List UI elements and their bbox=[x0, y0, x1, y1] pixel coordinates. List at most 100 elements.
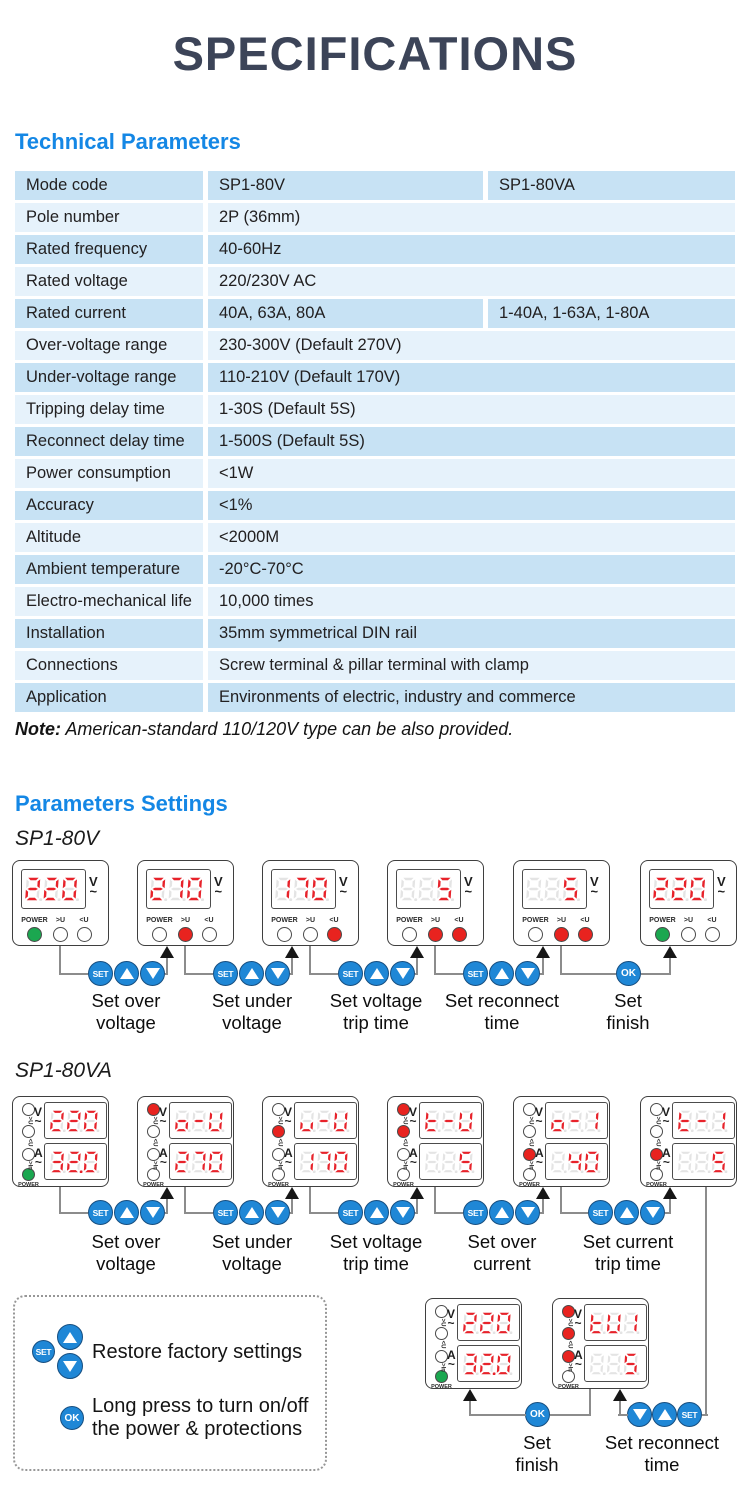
table-row: Pole number 2P (36mm) bbox=[15, 203, 735, 232]
indicator-label: >U bbox=[527, 1116, 533, 1125]
spec-label-cell: Installation bbox=[15, 619, 203, 648]
note-text: American-standard 110/120V type can be a… bbox=[61, 719, 514, 739]
indicator-label: <U bbox=[204, 917, 214, 924]
indicator-label: >In bbox=[439, 1363, 445, 1372]
unit-amp-symbol: A bbox=[447, 1348, 456, 1362]
voltage-display bbox=[419, 1102, 482, 1139]
down-arrow-button bbox=[140, 961, 165, 986]
wire bbox=[434, 973, 463, 975]
under-voltage-led bbox=[272, 1125, 285, 1138]
spec-label-cell: Under-voltage range bbox=[15, 363, 203, 392]
ac-tilde: ~ bbox=[339, 884, 348, 899]
table-row: Rated current 40A, 63A, 80A 1-40A, 1-63A, … bbox=[15, 299, 735, 328]
voltage-display bbox=[169, 1102, 232, 1139]
wire bbox=[184, 973, 213, 975]
unit-amp-symbol: A bbox=[34, 1146, 43, 1160]
indicator-label: <U bbox=[580, 917, 590, 924]
indicator-label: >U bbox=[683, 917, 694, 924]
indicator-label: >U bbox=[654, 1116, 660, 1125]
device-sp1-80va-step5: >U <U >In POWER V ~ A ~ bbox=[513, 1096, 610, 1188]
spec-value-cell: <2000M bbox=[208, 523, 735, 552]
over-voltage-led bbox=[428, 927, 443, 942]
spec-value2-cell: SP1-80VA bbox=[488, 171, 735, 200]
table-row: Electro-mechanical life 10,000 times bbox=[15, 587, 735, 616]
wire bbox=[59, 973, 88, 975]
set-button: SET bbox=[88, 961, 113, 986]
voltage-display bbox=[396, 869, 461, 909]
ac-tilde: ~ bbox=[34, 1155, 42, 1169]
spec-label-cell: Rated current bbox=[15, 299, 203, 328]
unit-volt: V ~ bbox=[574, 1308, 582, 1329]
unit-volt: V ~ bbox=[717, 875, 726, 898]
unit-volt: V ~ bbox=[409, 1105, 418, 1127]
power-led bbox=[435, 1370, 448, 1383]
up-arrow-button bbox=[239, 961, 264, 986]
indicator-label: POWER bbox=[431, 1384, 452, 1390]
table-row: Rated voltage 220/230V AC bbox=[15, 267, 735, 296]
ac-tilde: ~ bbox=[464, 884, 473, 899]
table-row: Altitude <2000M bbox=[15, 523, 735, 552]
unit-volt: V ~ bbox=[339, 875, 348, 899]
down-arrow-button bbox=[390, 1200, 415, 1225]
wire bbox=[434, 1187, 436, 1214]
over-current-led bbox=[523, 1148, 536, 1161]
over-current-led bbox=[562, 1350, 575, 1363]
flow-arrow-icon bbox=[410, 1187, 424, 1199]
up-arrow-button bbox=[364, 961, 389, 986]
indicator-label: POWER bbox=[18, 1182, 39, 1188]
over-current-led bbox=[272, 1148, 285, 1161]
unit-amp-symbol: A bbox=[662, 1146, 671, 1160]
spec-value-cell: 40-60Hz bbox=[208, 235, 735, 264]
down-triangle-icon bbox=[145, 968, 160, 979]
over-voltage-led bbox=[650, 1103, 663, 1116]
voltage-display bbox=[21, 869, 86, 909]
unit-volt-symbol: V bbox=[409, 1105, 418, 1119]
model-label-sp1-80va: SP1-80VA bbox=[15, 1059, 112, 1082]
indicator-label: <U bbox=[654, 1138, 660, 1147]
ok-button: OK bbox=[616, 961, 641, 986]
spec-value-cell: 10,000 times bbox=[208, 587, 735, 616]
wire bbox=[470, 1414, 526, 1416]
spec-label-cell: Accuracy bbox=[15, 491, 203, 520]
voltage-display bbox=[584, 1304, 647, 1341]
over-voltage-led bbox=[554, 927, 569, 942]
spec-value-cell: 1-30S (Default 5S) bbox=[208, 395, 735, 424]
indicator-label: POWER bbox=[519, 1182, 540, 1188]
device-sp1-80v-step1: V ~ POWER >U <U bbox=[12, 860, 109, 946]
indicator-label: >In bbox=[566, 1363, 572, 1372]
table-row: Under-voltage range 110-210V (Default 170… bbox=[15, 363, 735, 392]
flow-arrow-icon bbox=[663, 1187, 677, 1199]
step-label: Set current trip time bbox=[582, 1231, 674, 1274]
table-row: Installation 35mm symmetrical DIN rail bbox=[15, 619, 735, 648]
wire bbox=[669, 1198, 671, 1214]
device-sp1-80va-finish: >U <U >In POWER V ~ A ~ bbox=[425, 1298, 522, 1390]
wire bbox=[560, 1212, 588, 1214]
spec-label-cell: Rated frequency bbox=[15, 235, 203, 264]
over-voltage-led bbox=[523, 1103, 536, 1116]
flow-arrow-icon bbox=[463, 1389, 477, 1401]
wire bbox=[166, 957, 168, 975]
wire bbox=[416, 1198, 418, 1214]
indicator-label: POWER bbox=[143, 1182, 164, 1188]
down-arrow-button bbox=[265, 961, 290, 986]
unit-amp: A ~ bbox=[284, 1147, 293, 1168]
up-triangle-icon bbox=[369, 968, 384, 979]
table-row: Application Environments of electric, ind… bbox=[15, 683, 735, 712]
spec-value-cell: 40A, 63A, 80A bbox=[208, 299, 483, 328]
wire bbox=[184, 946, 186, 975]
wire bbox=[59, 946, 61, 975]
indicator-label: >U bbox=[439, 1318, 445, 1327]
indicator-label: POWER bbox=[646, 1182, 667, 1188]
parameters-settings-heading: Parameters Settings bbox=[15, 791, 228, 816]
up-arrow-button bbox=[239, 1200, 264, 1225]
device-sp1-80va-step6: >U <U >In POWER V ~ A ~ bbox=[640, 1096, 737, 1188]
unit-amp: A ~ bbox=[159, 1147, 168, 1168]
set-button: SET bbox=[88, 1200, 113, 1225]
current-display bbox=[294, 1143, 357, 1180]
indicator-label: >In bbox=[654, 1161, 660, 1170]
down-arrow-button bbox=[265, 1200, 290, 1225]
up-arrow-button bbox=[614, 1200, 639, 1225]
indicator-label: >U bbox=[556, 917, 567, 924]
wire bbox=[59, 1187, 61, 1214]
step-label: Set voltage trip time bbox=[329, 1231, 423, 1274]
